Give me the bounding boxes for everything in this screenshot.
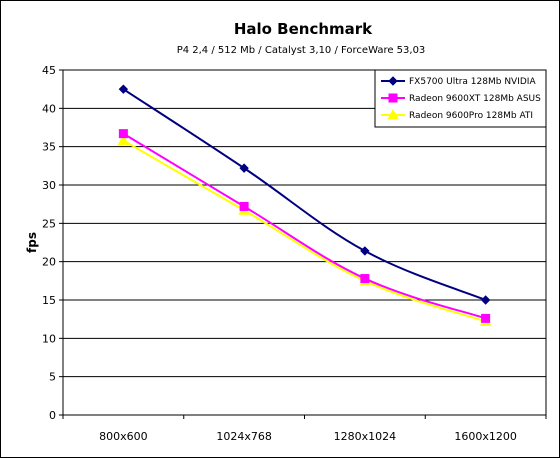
y-tick-label: 5: [49, 371, 56, 384]
x-tick-label: 1280x1024: [334, 430, 397, 443]
y-axis-label: fps: [25, 232, 39, 253]
y-tick-label: 40: [42, 102, 56, 115]
y-tick-label: 10: [42, 332, 56, 345]
y-tick-label: 45: [42, 64, 56, 77]
data-point: [118, 129, 128, 139]
legend-label: FX5700 Ultra 128Mb NVIDIA: [409, 77, 536, 87]
data-point: [117, 134, 130, 146]
plot-frame: [62, 69, 547, 416]
x-tick-label: 1024x768: [216, 430, 272, 443]
chart-title: Halo Benchmark: [234, 20, 373, 38]
legend-label: Radeon 9600XT 128Mb ASUS: [409, 94, 541, 104]
y-tick-label: 20: [42, 256, 56, 269]
data-point: [481, 313, 491, 323]
y-tick-label: 35: [42, 141, 56, 154]
data-point: [360, 274, 370, 284]
x-tick-label: 1600x1200: [454, 430, 517, 443]
y-tick-label: 25: [42, 217, 56, 230]
x-tick-label: 800x600: [99, 430, 148, 443]
data-point: [480, 295, 491, 305]
legend-marker: [388, 76, 398, 86]
y-tick-label: 30: [42, 179, 56, 192]
y-tick-label: 0: [49, 409, 56, 422]
legend-label: Radeon 9600Pro 128Mb ATI: [409, 111, 533, 121]
series-line: [122, 88, 487, 301]
legend-marker: [388, 93, 398, 103]
data-point: [239, 201, 249, 211]
data-point: [360, 246, 370, 256]
series-line: [122, 139, 486, 323]
series-line: [122, 132, 486, 320]
legend: FX5700 Ultra 128Mb NVIDIA Radeon 9600XT 1…: [374, 69, 547, 128]
data-point: [239, 163, 249, 173]
chart-subtitle: P4 2,4 / 512 Mb / Catalyst 3,10 / ForceW…: [177, 45, 426, 56]
legend-marker: [387, 108, 399, 120]
y-tick-label: 15: [42, 294, 56, 307]
data-point: [118, 84, 129, 94]
